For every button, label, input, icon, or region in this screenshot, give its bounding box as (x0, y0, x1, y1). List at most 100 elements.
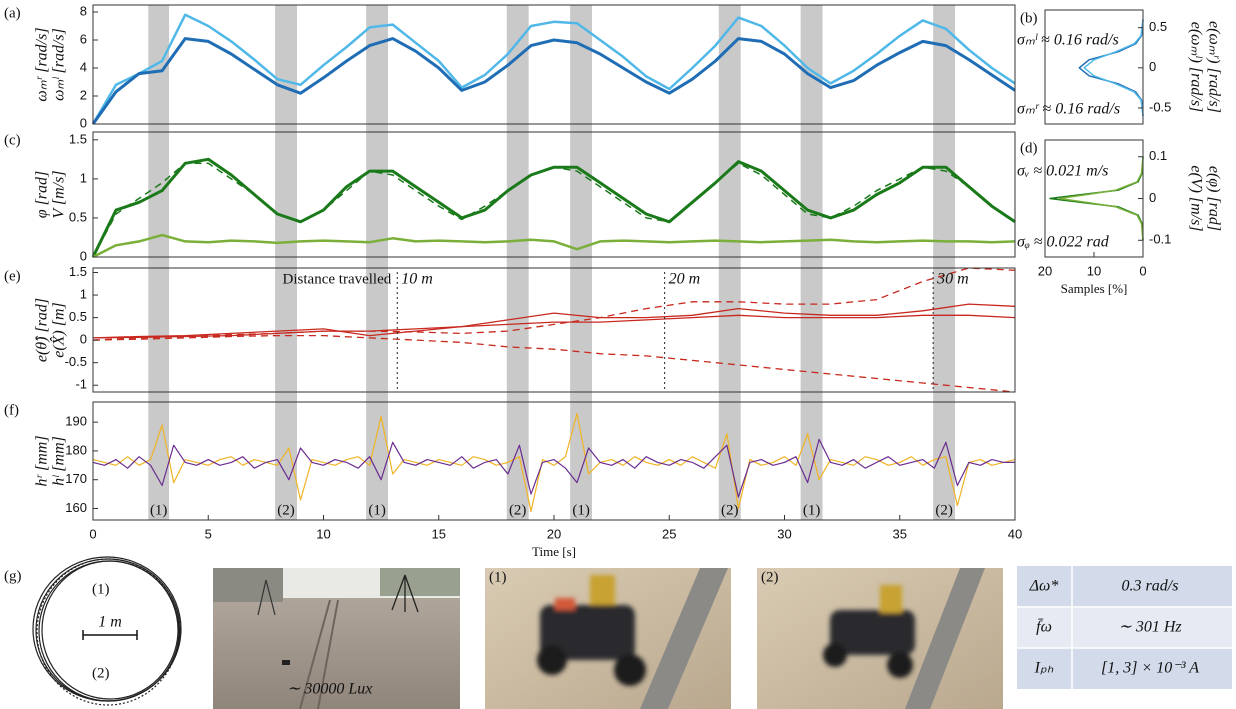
panel-label: (f) (4, 402, 19, 418)
x-tick-label: 5 (205, 526, 212, 541)
x-tick-label: 10 (1087, 263, 1101, 278)
y-tick-label: 0 (1149, 59, 1156, 74)
y-tick-label: 160 (65, 500, 87, 515)
distance-label: 30 m (936, 271, 969, 288)
y-tick-label: -0.1 (1149, 232, 1171, 247)
y-axis-label: ωₘˡ [rad/s] (51, 28, 68, 101)
series-line (1058, 156, 1144, 241)
y-tick-label: 170 (65, 471, 87, 486)
scale-label: 1 m (98, 614, 122, 631)
x-axis-label: Samples [%] (1061, 281, 1128, 296)
photo (213, 568, 460, 709)
photo-caption: ∼ 30000 Lux (287, 681, 372, 698)
y-tick-label: 8 (80, 3, 87, 18)
event-label: (1) (150, 502, 168, 518)
trajectory (32, 556, 182, 706)
y-tick-label: 6 (80, 31, 87, 46)
highlight-band (275, 5, 297, 520)
event-label: (1) (572, 502, 590, 518)
highlight-band (366, 5, 389, 520)
event-label: (1) (803, 502, 821, 518)
y-tick-label: 180 (65, 442, 87, 457)
panel-label: (b) (1020, 10, 1038, 26)
panel-label: (c) (4, 132, 21, 148)
table-cell: ∼ 301 Hz (1118, 619, 1182, 636)
scale-bar (82, 630, 138, 640)
event-label: (2) (277, 502, 295, 518)
y-axis-label: hʳ [mm] (34, 435, 51, 486)
highlight-band (506, 5, 529, 520)
series-line (92, 303, 1016, 339)
annotation: σᵥ ≈ 0.021 m/s (1017, 162, 1108, 179)
y-tick-label: 0.1 (1149, 148, 1167, 163)
y-tick-label: 0.5 (69, 209, 87, 224)
series-line (92, 162, 1016, 258)
x-tick-label: 20 (547, 526, 561, 541)
series-line (92, 314, 1016, 339)
photo-caption: (1) (489, 569, 507, 585)
y-tick-label: -0.5 (1149, 99, 1171, 114)
highlight-band (570, 5, 593, 520)
y-tick-label: 0 (80, 332, 87, 347)
series-line (1078, 19, 1144, 117)
distance-label: 20 m (669, 271, 701, 288)
highlight-band (933, 5, 956, 520)
y-tick-label: 0.5 (69, 309, 87, 324)
table-cell: Iₚₕ (1034, 660, 1054, 677)
y-tick-label: 1 (80, 286, 87, 301)
distance-label: 10 m (401, 271, 433, 288)
event-label: (2) (721, 502, 739, 518)
y-tick-label: 1.5 (69, 264, 87, 279)
y-tick-label: 0 (80, 115, 87, 130)
series-line (92, 438, 1015, 498)
panel-label: (d) (1020, 140, 1038, 156)
y-tick-label: 190 (65, 414, 87, 429)
x-tick-label: 15 (432, 526, 446, 541)
y-tick-label: 0.5 (1149, 19, 1167, 34)
event-label: (1) (368, 502, 386, 518)
axes-frame (92, 131, 1016, 258)
y-tick-label: 0 (80, 248, 87, 263)
y-tick-label: 2 (80, 87, 87, 102)
x-tick-label: 10 (316, 526, 330, 541)
table-cell: Δω* (1029, 578, 1059, 595)
panel-label: (g) (4, 568, 22, 584)
highlight-band (718, 5, 741, 520)
x-tick-label: 40 (1008, 526, 1022, 541)
table-cell: 0.3 rad/s (1122, 578, 1179, 595)
axes-frame (1044, 9, 1144, 125)
annotation: σₘˡ ≈ 0.16 rad/s (1017, 31, 1119, 48)
annotation: σₘʳ ≈ 0.16 rad/s (1017, 101, 1120, 118)
y-axis-label: e(φ) [rad] (1205, 166, 1222, 231)
panel-label: (e) (4, 268, 21, 284)
x-tick-label: 25 (662, 526, 676, 541)
y-tick-label: 1 (80, 170, 87, 185)
series-line (91, 13, 1016, 125)
y-axis-label: e(θ̂) [rad] (34, 298, 51, 362)
x-axis-label: Time [s] (532, 544, 576, 559)
highlight-bands (148, 5, 956, 520)
axes-frame (92, 4, 1016, 125)
y-axis-label: e(ωₘʳ) [rad/s] (1205, 21, 1222, 113)
photo (757, 568, 1003, 709)
axes-frame (92, 267, 1016, 393)
distance-title: Distance travelled (283, 271, 392, 287)
photo (485, 568, 731, 709)
x-tick-label: 0 (89, 526, 96, 541)
y-tick-label: 1.5 (69, 131, 87, 146)
table-cell: f̄ω (1036, 619, 1052, 636)
x-tick-label: 20 (1038, 263, 1052, 278)
y-axis-label: V [m/s] (51, 170, 68, 218)
y-axis-label: e(X̂) [m] (49, 302, 68, 358)
x-tick-label: 0 (1139, 263, 1146, 278)
y-tick-label: -0.5 (65, 354, 87, 369)
trajectory-label: (1) (92, 581, 110, 597)
photo-caption: (2) (761, 569, 779, 585)
panel-label: (a) (4, 5, 21, 21)
series-line (92, 412, 1016, 512)
y-axis-label: ωₘʳ [rad/s] (34, 27, 51, 101)
y-axis-label: e(ωₘˡ) [rad/s] (1187, 22, 1204, 113)
table-cell: [1, 3] × 10⁻³ A (1101, 660, 1199, 677)
event-label: (2) (509, 502, 527, 518)
